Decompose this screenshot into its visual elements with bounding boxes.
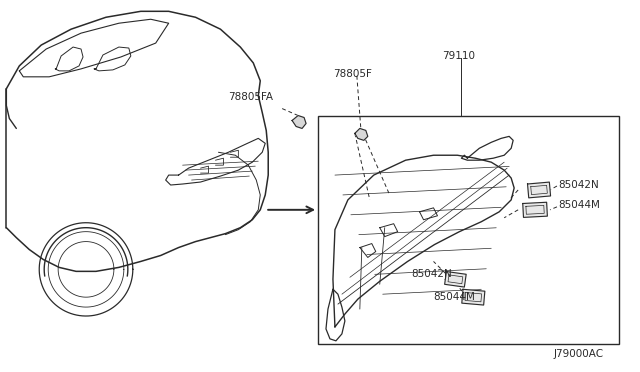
Bar (318, 116, 619, 344)
Polygon shape (355, 128, 368, 140)
Text: 85044M: 85044M (558, 200, 600, 210)
Text: 85042N: 85042N (412, 269, 452, 279)
Polygon shape (445, 272, 466, 287)
Text: 78805FA: 78805FA (228, 92, 273, 102)
Text: 85044M: 85044M (433, 292, 476, 302)
Polygon shape (527, 182, 550, 198)
Text: 79110: 79110 (442, 51, 476, 61)
Polygon shape (523, 202, 547, 217)
Polygon shape (462, 289, 485, 305)
Text: 85042N: 85042N (558, 180, 598, 190)
Text: J79000AC: J79000AC (554, 349, 604, 359)
Text: 78805F: 78805F (333, 69, 372, 79)
Polygon shape (292, 116, 306, 128)
